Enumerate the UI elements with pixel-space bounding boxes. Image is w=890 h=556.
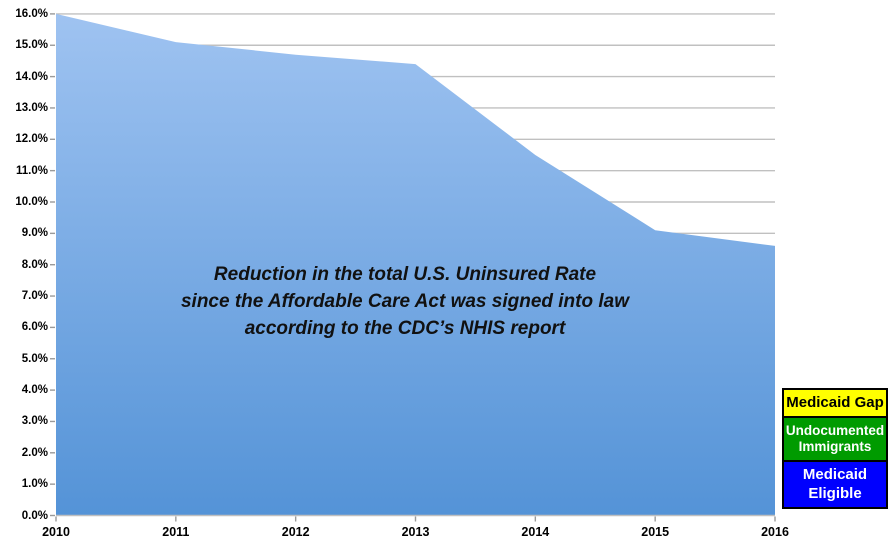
uninsured-rate-area <box>56 13 775 516</box>
legend-item-medicaid-gap: Medicaid Gap <box>782 388 888 418</box>
y-tick-label: 11.0% <box>16 164 48 177</box>
x-tick-label: 2013 <box>401 525 430 539</box>
y-tick-label: 12.0% <box>15 133 48 146</box>
y-tick-label: 5.0% <box>21 352 48 365</box>
y-tick-label: 6.0% <box>21 321 48 334</box>
x-tick-label: 2015 <box>641 525 670 539</box>
x-tick-label: 2011 <box>162 525 190 539</box>
legend-label-undocumented-immigrants: Undocumented Immigrants <box>785 422 885 454</box>
y-tick-label: 0.0% <box>21 509 48 522</box>
chart-title: Reduction in the total U.S. Uninsured Ra… <box>145 261 665 342</box>
x-tick-label: 2012 <box>281 525 310 539</box>
y-tick-label: 1.0% <box>21 478 48 491</box>
y-tick-label: 8.0% <box>21 258 48 271</box>
x-tick-label: 2014 <box>521 525 550 539</box>
y-tick-label: 14.0% <box>15 70 48 83</box>
chart-title-line: Reduction in the total U.S. Uninsured Ra… <box>213 264 597 285</box>
x-tick-label: 2010 <box>42 525 70 539</box>
y-tick-label: 7.0% <box>21 290 48 303</box>
chart-title-line: according to the CDC’s NHIS report <box>244 318 566 339</box>
y-tick-label: 3.0% <box>21 415 48 428</box>
legend-label-medicaid-gap: Medicaid Gap <box>786 393 884 411</box>
y-tick-label: 13.0% <box>15 101 48 114</box>
y-tick-label: 16.0% <box>15 7 48 20</box>
chart-legend: Medicaid Gap Undocumented Immigrants Med… <box>782 388 888 509</box>
y-tick-label: 2.0% <box>21 446 48 459</box>
x-tick-label: 2016 <box>761 525 789 539</box>
legend-item-medicaid-eligible: Medicaid Eligible <box>782 460 888 509</box>
legend-item-undocumented-immigrants: Undocumented Immigrants <box>782 416 888 462</box>
y-tick-label: 9.0% <box>21 227 48 240</box>
legend-label-medicaid-eligible: Medicaid Eligible <box>802 466 868 502</box>
chart-title-line: since the Affordable Care Act was signed… <box>180 291 629 312</box>
y-tick-label: 10.0% <box>15 196 48 208</box>
y-tick-label: 15.0% <box>15 39 48 52</box>
y-tick-label: 4.0% <box>21 384 48 397</box>
